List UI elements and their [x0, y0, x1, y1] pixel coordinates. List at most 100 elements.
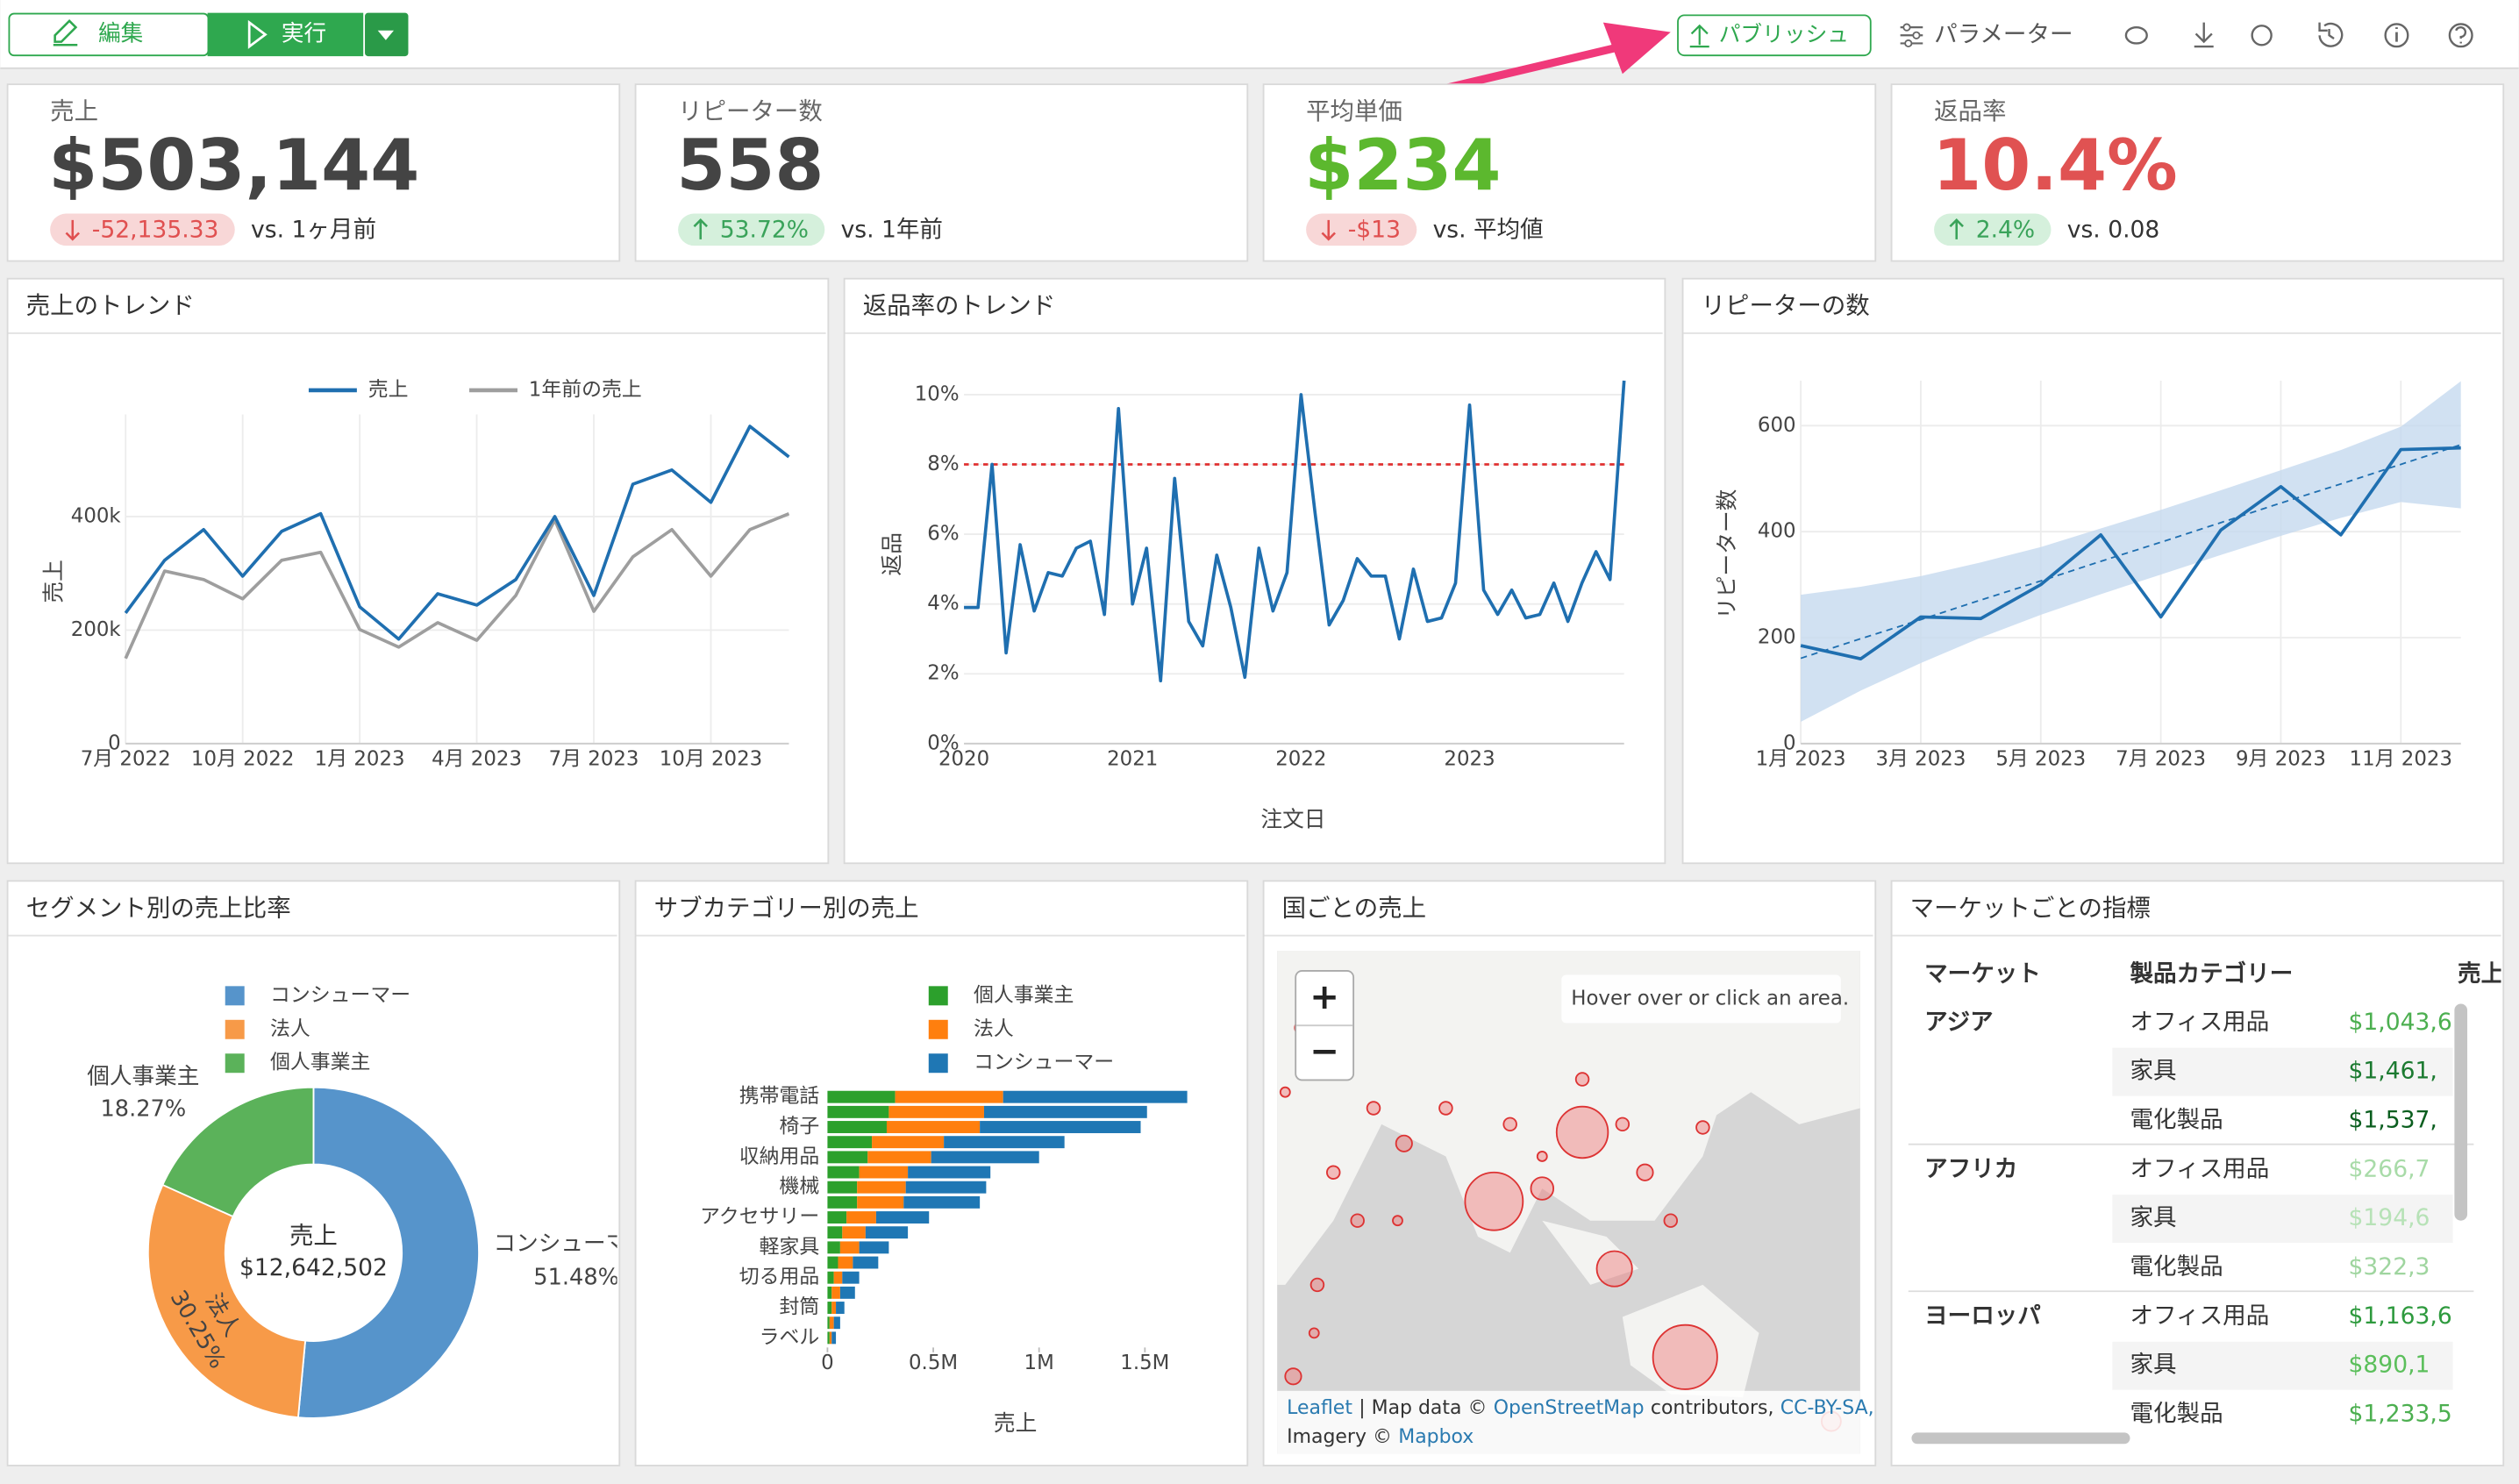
- map-marker: [1325, 1165, 1341, 1180]
- card-content: 売上のトレンド 0 200k 400k 7月 2022 10月 2022 1月 2023 4月…: [8, 293, 826, 771]
- map-marker: [1595, 1250, 1633, 1288]
- bar-segment: [829, 1331, 832, 1345]
- map-marker: [1502, 1117, 1517, 1132]
- bar-segment: [831, 1331, 837, 1345]
- map-land: [1622, 1284, 1759, 1398]
- slice-value-label: 51.48%: [533, 1265, 619, 1291]
- attribution-sep: | Map data ©: [1359, 1397, 1487, 1419]
- map-hint-box: [1561, 974, 1841, 1024]
- row-stripe: [2112, 1195, 2453, 1244]
- slice-label: 個人事業主: [87, 1064, 199, 1090]
- map-marker: [1309, 1277, 1325, 1293]
- category-cell: オフィス用品: [2130, 1302, 2269, 1330]
- legend-swatch: [225, 1053, 245, 1074]
- legend-label: コンシューマー: [270, 984, 410, 1007]
- card-title: セグメント別の売上比率: [26, 895, 291, 922]
- bar-segment: [895, 1090, 1003, 1103]
- bar-segment: [827, 1181, 858, 1194]
- bar-segment: [827, 1256, 838, 1269]
- x-tick-label: 7月 2023: [2116, 748, 2206, 771]
- bar-segment: [875, 1211, 930, 1224]
- attribution-license[interactable]: CC-BY-SA,: [1780, 1397, 1874, 1419]
- y-tick-label: 携帯電話: [739, 1085, 820, 1108]
- kpi-badge: [678, 213, 825, 246]
- y-axis-label: リピーター数: [1715, 489, 1740, 619]
- card-content: セグメント別の売上比率コンシューマー51.48%コンシューマー法人30.25%法…: [8, 895, 619, 1419]
- y-tick-label: 封筒: [779, 1296, 819, 1319]
- y-tick-label: 200: [1758, 626, 1796, 649]
- parameters-label: パラメーター: [1934, 21, 2073, 48]
- kpi-change: -$13: [1348, 216, 1401, 243]
- center-value: $12,642,502: [239, 1254, 388, 1281]
- x-tick-label: 1M: [1024, 1352, 1054, 1374]
- column-header: マーケット: [1924, 960, 2041, 988]
- kpi-label: リピーター数: [678, 98, 823, 125]
- bar-segment: [831, 1302, 837, 1314]
- column-header: 製品カテゴリー: [2129, 960, 2293, 988]
- y-tick-label: 切る用品: [739, 1266, 820, 1288]
- edit-button[interactable]: 編集: [8, 12, 210, 57]
- history-icon[interactable]: [2318, 22, 2344, 47]
- bar-segment: [836, 1302, 845, 1314]
- zoom-control[interactable]: +−: [1295, 970, 1355, 1081]
- category-cell: 電化製品: [2130, 1400, 2223, 1427]
- y-tick-label: 収納用品: [739, 1145, 820, 1168]
- info-icon[interactable]: [2384, 23, 2409, 48]
- x-tick-label: 0: [821, 1352, 834, 1374]
- legend-label: 売上: [368, 378, 409, 401]
- bar-segment: [833, 1316, 840, 1330]
- comment-icon[interactable]: [2124, 25, 2148, 45]
- value-cell: $890,1: [2349, 1352, 2430, 1379]
- bar-segment: [827, 1316, 830, 1330]
- vertical-scrollbar: [2454, 1003, 2468, 1221]
- legend-swatch: [225, 986, 245, 1006]
- map-marker: [1279, 1086, 1291, 1098]
- bar-segment: [827, 1226, 843, 1239]
- bar-segment: [827, 1286, 832, 1299]
- publish-button[interactable]: パブリッシュ: [1677, 14, 1872, 57]
- zoom-out[interactable]: −: [1309, 1031, 1339, 1072]
- bar-segment: [903, 1195, 981, 1209]
- x-tick-label: 7月 2022: [81, 748, 171, 771]
- help-icon[interactable]: [2448, 23, 2473, 48]
- data-line: [964, 380, 1626, 683]
- map-marker: [1636, 1163, 1654, 1181]
- y-tick-label: 4%: [927, 592, 959, 615]
- parameters-button[interactable]: パラメーター: [1900, 21, 2073, 48]
- attribution-leaflet[interactable]: Leaflet: [1287, 1397, 1352, 1419]
- card-content: 平均単価$234 -$13 vs. 平均値: [1304, 98, 1544, 246]
- x-tick-label: 4月 2023: [432, 748, 522, 771]
- map-marker: [1574, 1072, 1590, 1087]
- kpi-badge: [1306, 213, 1417, 246]
- bar-segment: [859, 1166, 909, 1179]
- x-tick-label: 7月 2023: [549, 748, 639, 771]
- zoom-in[interactable]: +: [1309, 977, 1339, 1017]
- bar-segment: [886, 1121, 981, 1133]
- attribution-mapbox[interactable]: Mapbox: [1398, 1426, 1474, 1448]
- map-land: [1277, 951, 1736, 1285]
- x-tick-label: 2021: [1107, 748, 1158, 771]
- run-button[interactable]: 実行: [207, 12, 364, 57]
- bar-segment: [857, 1181, 906, 1194]
- run-dropdown[interactable]: [365, 12, 409, 57]
- legend-label: 法人: [974, 1017, 1014, 1040]
- value-cell: $266,7: [2349, 1156, 2430, 1183]
- category-cell: オフィス用品: [2130, 1156, 2269, 1183]
- download-icon[interactable]: [2194, 22, 2214, 48]
- y-tick-label: 0%: [927, 731, 959, 754]
- x-axis-label: 売上: [994, 1410, 1037, 1436]
- kpi-change: -52,135.33: [92, 216, 219, 243]
- bar-segment: [857, 1195, 904, 1209]
- attribution-imagery: Imagery ©: [1287, 1426, 1392, 1448]
- x-tick-label: 10月 2022: [191, 748, 294, 771]
- bar-segment: [838, 1256, 853, 1269]
- kpi-trend-arrow: [693, 218, 708, 239]
- attribution-osm[interactable]: OpenStreetMap: [1494, 1397, 1645, 1419]
- settings-icon[interactable]: [2251, 25, 2273, 46]
- kpi-value: $503,144: [48, 125, 419, 207]
- x-tick-label: 1月 2023: [315, 748, 405, 771]
- legend-label: 1年前の売上: [529, 378, 642, 401]
- y-tick-label: 椅子: [779, 1116, 819, 1138]
- card-content: 返品率のトレンド 0% 2% 4% 6% 8% 10% 2020 2021 2022 2023 返品注…: [845, 293, 1663, 832]
- category-cell: 家具: [2130, 1058, 2176, 1085]
